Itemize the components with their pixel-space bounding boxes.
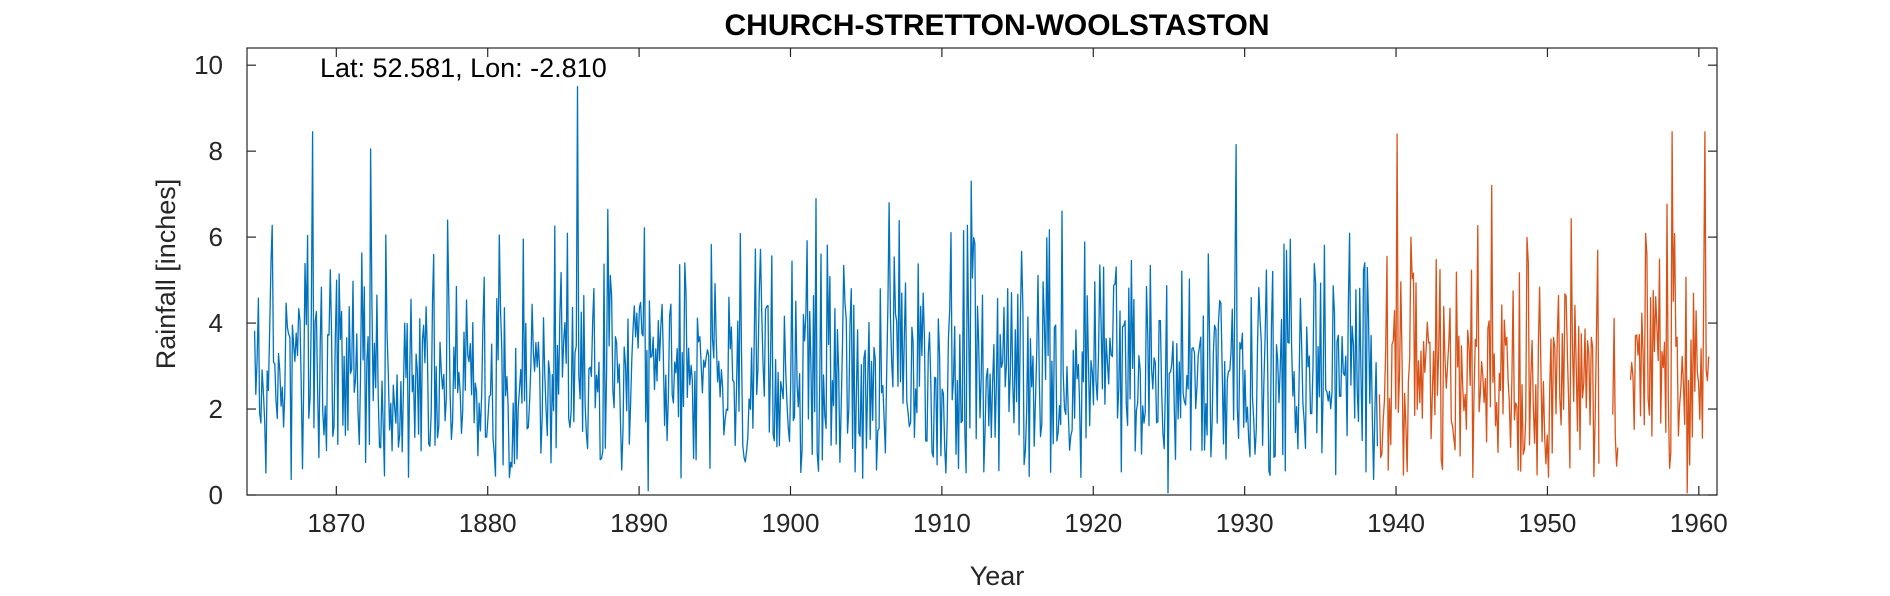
y-tick-label: 4 bbox=[209, 308, 223, 338]
x-axis-label: Year bbox=[970, 561, 1025, 591]
y-tick-label: 2 bbox=[209, 394, 223, 424]
x-tick-label: 1890 bbox=[610, 508, 668, 538]
series-2-line-segment bbox=[1612, 317, 1619, 467]
chart-title: CHURCH-STRETTON-WOOLSTASTON bbox=[725, 9, 1270, 42]
y-tick-label: 0 bbox=[209, 480, 223, 510]
series-2-line-segment bbox=[1629, 131, 1710, 494]
x-tick-label: 1880 bbox=[459, 508, 517, 538]
x-tick-label: 1950 bbox=[1519, 508, 1577, 538]
y-tick-label: 6 bbox=[209, 222, 223, 252]
x-tick-label: 1960 bbox=[1670, 508, 1728, 538]
x-tick-label: 1870 bbox=[307, 508, 365, 538]
x-tick-label: 1930 bbox=[1216, 508, 1274, 538]
x-tick-label: 1940 bbox=[1367, 508, 1425, 538]
y-tick-label: 10 bbox=[194, 50, 223, 80]
y-axis-label: Rainfall [inches] bbox=[151, 179, 181, 370]
series-1-line-segment bbox=[253, 86, 1379, 494]
plot-box bbox=[246, 47, 1718, 496]
y-tick-label: 8 bbox=[209, 136, 223, 166]
x-tick-label: 1900 bbox=[762, 508, 820, 538]
series-2-line-segment bbox=[1378, 133, 1600, 479]
station-coordinates-annotation: Lat: 52.581, Lon: -2.810 bbox=[320, 53, 607, 83]
x-tick-label: 1920 bbox=[1064, 508, 1122, 538]
axes: 1870 1880 1890 1900 1910 1920 1930 1940 1950 1960… bbox=[194, 47, 1728, 538]
series-lines bbox=[253, 86, 1710, 494]
x-tick-label: 1910 bbox=[913, 508, 971, 538]
